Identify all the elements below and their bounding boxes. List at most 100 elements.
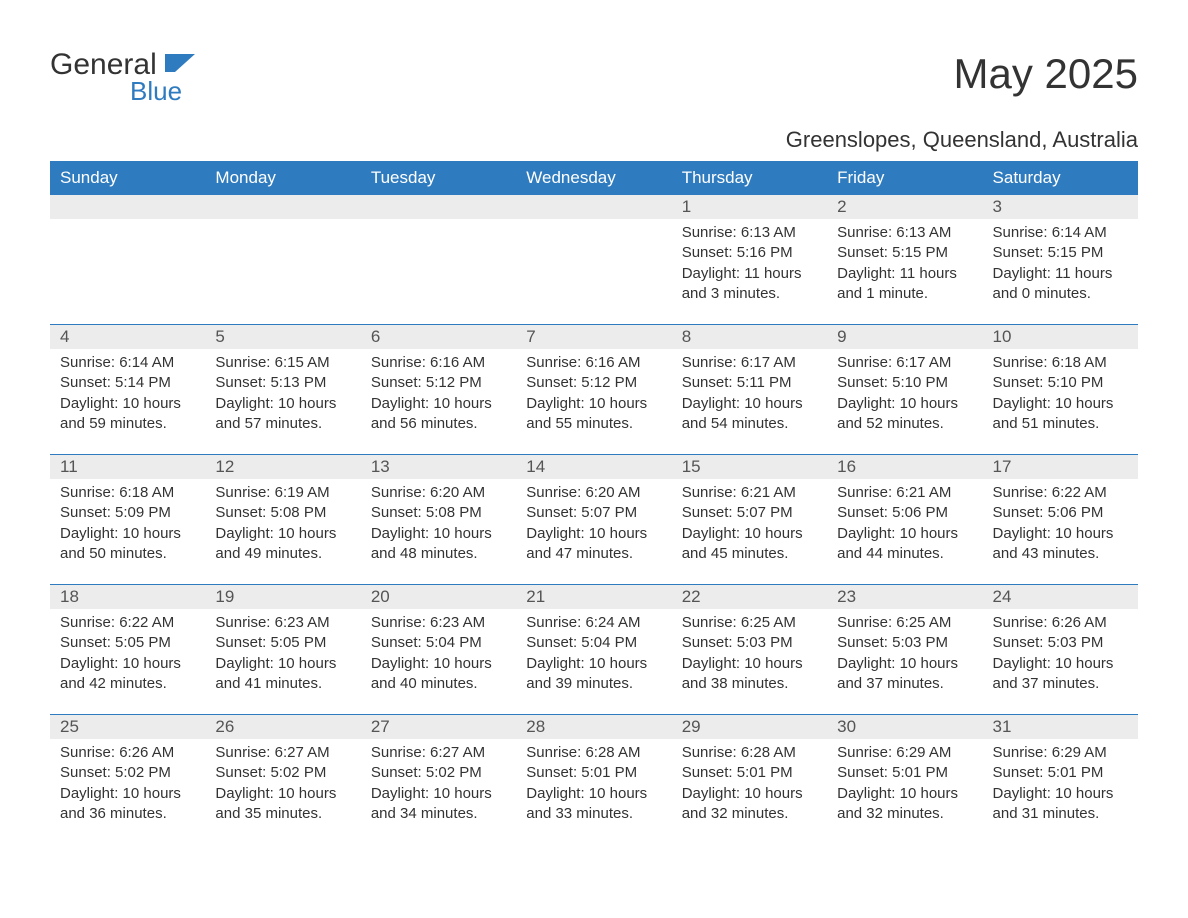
sunset-text: Sunset: 5:14 PM <box>60 373 197 393</box>
day-cell: Sunrise: 6:20 AMSunset: 5:08 PMDaylight:… <box>361 479 516 584</box>
sunset-text: Sunset: 5:12 PM <box>371 373 508 393</box>
weeks-container: 123Sunrise: 6:13 AMSunset: 5:16 PMDaylig… <box>50 195 1138 837</box>
sunrise-text: Sunrise: 6:27 AM <box>215 743 352 763</box>
day-number: 12 <box>205 455 360 479</box>
sunset-text: Sunset: 5:01 PM <box>993 763 1130 783</box>
logo: General Blue <box>50 50 199 107</box>
sunset-text: Sunset: 5:13 PM <box>215 373 352 393</box>
sunset-text: Sunset: 5:07 PM <box>526 503 663 523</box>
sunrise-text: Sunrise: 6:16 AM <box>526 353 663 373</box>
day-header: Monday <box>205 161 360 195</box>
day-cell <box>205 219 360 324</box>
sunset-text: Sunset: 5:06 PM <box>837 503 974 523</box>
sunset-text: Sunset: 5:01 PM <box>526 763 663 783</box>
daylight-text: Daylight: 10 hours and 49 minutes. <box>215 524 352 565</box>
sunrise-text: Sunrise: 6:28 AM <box>682 743 819 763</box>
day-cell: Sunrise: 6:28 AMSunset: 5:01 PMDaylight:… <box>516 739 671 837</box>
day-number: 2 <box>827 195 982 219</box>
day-number: 1 <box>672 195 827 219</box>
day-number: 9 <box>827 325 982 349</box>
day-cell: Sunrise: 6:23 AMSunset: 5:04 PMDaylight:… <box>361 609 516 714</box>
sunrise-text: Sunrise: 6:15 AM <box>215 353 352 373</box>
sunrise-text: Sunrise: 6:23 AM <box>215 613 352 633</box>
day-number: 14 <box>516 455 671 479</box>
day-cell: Sunrise: 6:17 AMSunset: 5:11 PMDaylight:… <box>672 349 827 454</box>
day-cell: Sunrise: 6:24 AMSunset: 5:04 PMDaylight:… <box>516 609 671 714</box>
sunrise-text: Sunrise: 6:24 AM <box>526 613 663 633</box>
day-number: 27 <box>361 715 516 739</box>
sunrise-text: Sunrise: 6:18 AM <box>993 353 1130 373</box>
week-content-row: Sunrise: 6:18 AMSunset: 5:09 PMDaylight:… <box>50 479 1138 584</box>
sunset-text: Sunset: 5:16 PM <box>682 243 819 263</box>
sunrise-text: Sunrise: 6:13 AM <box>682 223 819 243</box>
sunrise-text: Sunrise: 6:17 AM <box>682 353 819 373</box>
sunrise-text: Sunrise: 6:13 AM <box>837 223 974 243</box>
sunset-text: Sunset: 5:01 PM <box>837 763 974 783</box>
daylight-text: Daylight: 10 hours and 52 minutes. <box>837 394 974 435</box>
sunset-text: Sunset: 5:11 PM <box>682 373 819 393</box>
week-content-row: Sunrise: 6:26 AMSunset: 5:02 PMDaylight:… <box>50 739 1138 837</box>
daylight-text: Daylight: 10 hours and 45 minutes. <box>682 524 819 565</box>
sunset-text: Sunset: 5:02 PM <box>371 763 508 783</box>
daylight-text: Daylight: 10 hours and 31 minutes. <box>993 784 1130 825</box>
sunset-text: Sunset: 5:10 PM <box>837 373 974 393</box>
day-number <box>361 195 516 219</box>
sunset-text: Sunset: 5:03 PM <box>993 633 1130 653</box>
day-cell: Sunrise: 6:25 AMSunset: 5:03 PMDaylight:… <box>672 609 827 714</box>
day-number: 26 <box>205 715 360 739</box>
sunrise-text: Sunrise: 6:14 AM <box>60 353 197 373</box>
daylight-text: Daylight: 11 hours and 0 minutes. <box>993 264 1130 305</box>
day-cell: Sunrise: 6:27 AMSunset: 5:02 PMDaylight:… <box>205 739 360 837</box>
day-number: 19 <box>205 585 360 609</box>
day-number: 10 <box>983 325 1138 349</box>
daylight-text: Daylight: 10 hours and 37 minutes. <box>993 654 1130 695</box>
day-cell: Sunrise: 6:13 AMSunset: 5:16 PMDaylight:… <box>672 219 827 324</box>
day-number: 17 <box>983 455 1138 479</box>
day-cell: Sunrise: 6:22 AMSunset: 5:05 PMDaylight:… <box>50 609 205 714</box>
sunset-text: Sunset: 5:02 PM <box>215 763 352 783</box>
day-cell: Sunrise: 6:15 AMSunset: 5:13 PMDaylight:… <box>205 349 360 454</box>
day-cell: Sunrise: 6:16 AMSunset: 5:12 PMDaylight:… <box>516 349 671 454</box>
sunrise-text: Sunrise: 6:26 AM <box>993 613 1130 633</box>
day-header: Saturday <box>983 161 1138 195</box>
day-cell: Sunrise: 6:18 AMSunset: 5:09 PMDaylight:… <box>50 479 205 584</box>
daylight-text: Daylight: 10 hours and 35 minutes. <box>215 784 352 825</box>
sunset-text: Sunset: 5:03 PM <box>837 633 974 653</box>
day-cell: Sunrise: 6:14 AMSunset: 5:14 PMDaylight:… <box>50 349 205 454</box>
day-header: Wednesday <box>516 161 671 195</box>
day-number: 16 <box>827 455 982 479</box>
sunrise-text: Sunrise: 6:19 AM <box>215 483 352 503</box>
sunset-text: Sunset: 5:05 PM <box>215 633 352 653</box>
daylight-text: Daylight: 10 hours and 40 minutes. <box>371 654 508 695</box>
daylight-text: Daylight: 10 hours and 47 minutes. <box>526 524 663 565</box>
sunrise-text: Sunrise: 6:27 AM <box>371 743 508 763</box>
day-number: 11 <box>50 455 205 479</box>
sunrise-text: Sunrise: 6:20 AM <box>526 483 663 503</box>
day-cell: Sunrise: 6:25 AMSunset: 5:03 PMDaylight:… <box>827 609 982 714</box>
day-cell <box>50 219 205 324</box>
daylight-text: Daylight: 10 hours and 54 minutes. <box>682 394 819 435</box>
day-number <box>205 195 360 219</box>
day-number: 8 <box>672 325 827 349</box>
header: General Blue May 2025 <box>50 50 1138 107</box>
day-number: 28 <box>516 715 671 739</box>
daylight-text: Daylight: 10 hours and 42 minutes. <box>60 654 197 695</box>
day-number <box>516 195 671 219</box>
day-number: 21 <box>516 585 671 609</box>
sunset-text: Sunset: 5:07 PM <box>682 503 819 523</box>
sunrise-text: Sunrise: 6:28 AM <box>526 743 663 763</box>
day-number: 7 <box>516 325 671 349</box>
sunrise-text: Sunrise: 6:25 AM <box>682 613 819 633</box>
sunrise-text: Sunrise: 6:16 AM <box>371 353 508 373</box>
day-cell: Sunrise: 6:17 AMSunset: 5:10 PMDaylight:… <box>827 349 982 454</box>
sunset-text: Sunset: 5:01 PM <box>682 763 819 783</box>
day-header: Friday <box>827 161 982 195</box>
day-cell: Sunrise: 6:23 AMSunset: 5:05 PMDaylight:… <box>205 609 360 714</box>
daylight-text: Daylight: 11 hours and 3 minutes. <box>682 264 819 305</box>
day-cell: Sunrise: 6:26 AMSunset: 5:02 PMDaylight:… <box>50 739 205 837</box>
daylight-text: Daylight: 10 hours and 51 minutes. <box>993 394 1130 435</box>
day-number: 23 <box>827 585 982 609</box>
daylight-text: Daylight: 10 hours and 36 minutes. <box>60 784 197 825</box>
sunset-text: Sunset: 5:02 PM <box>60 763 197 783</box>
day-number: 30 <box>827 715 982 739</box>
